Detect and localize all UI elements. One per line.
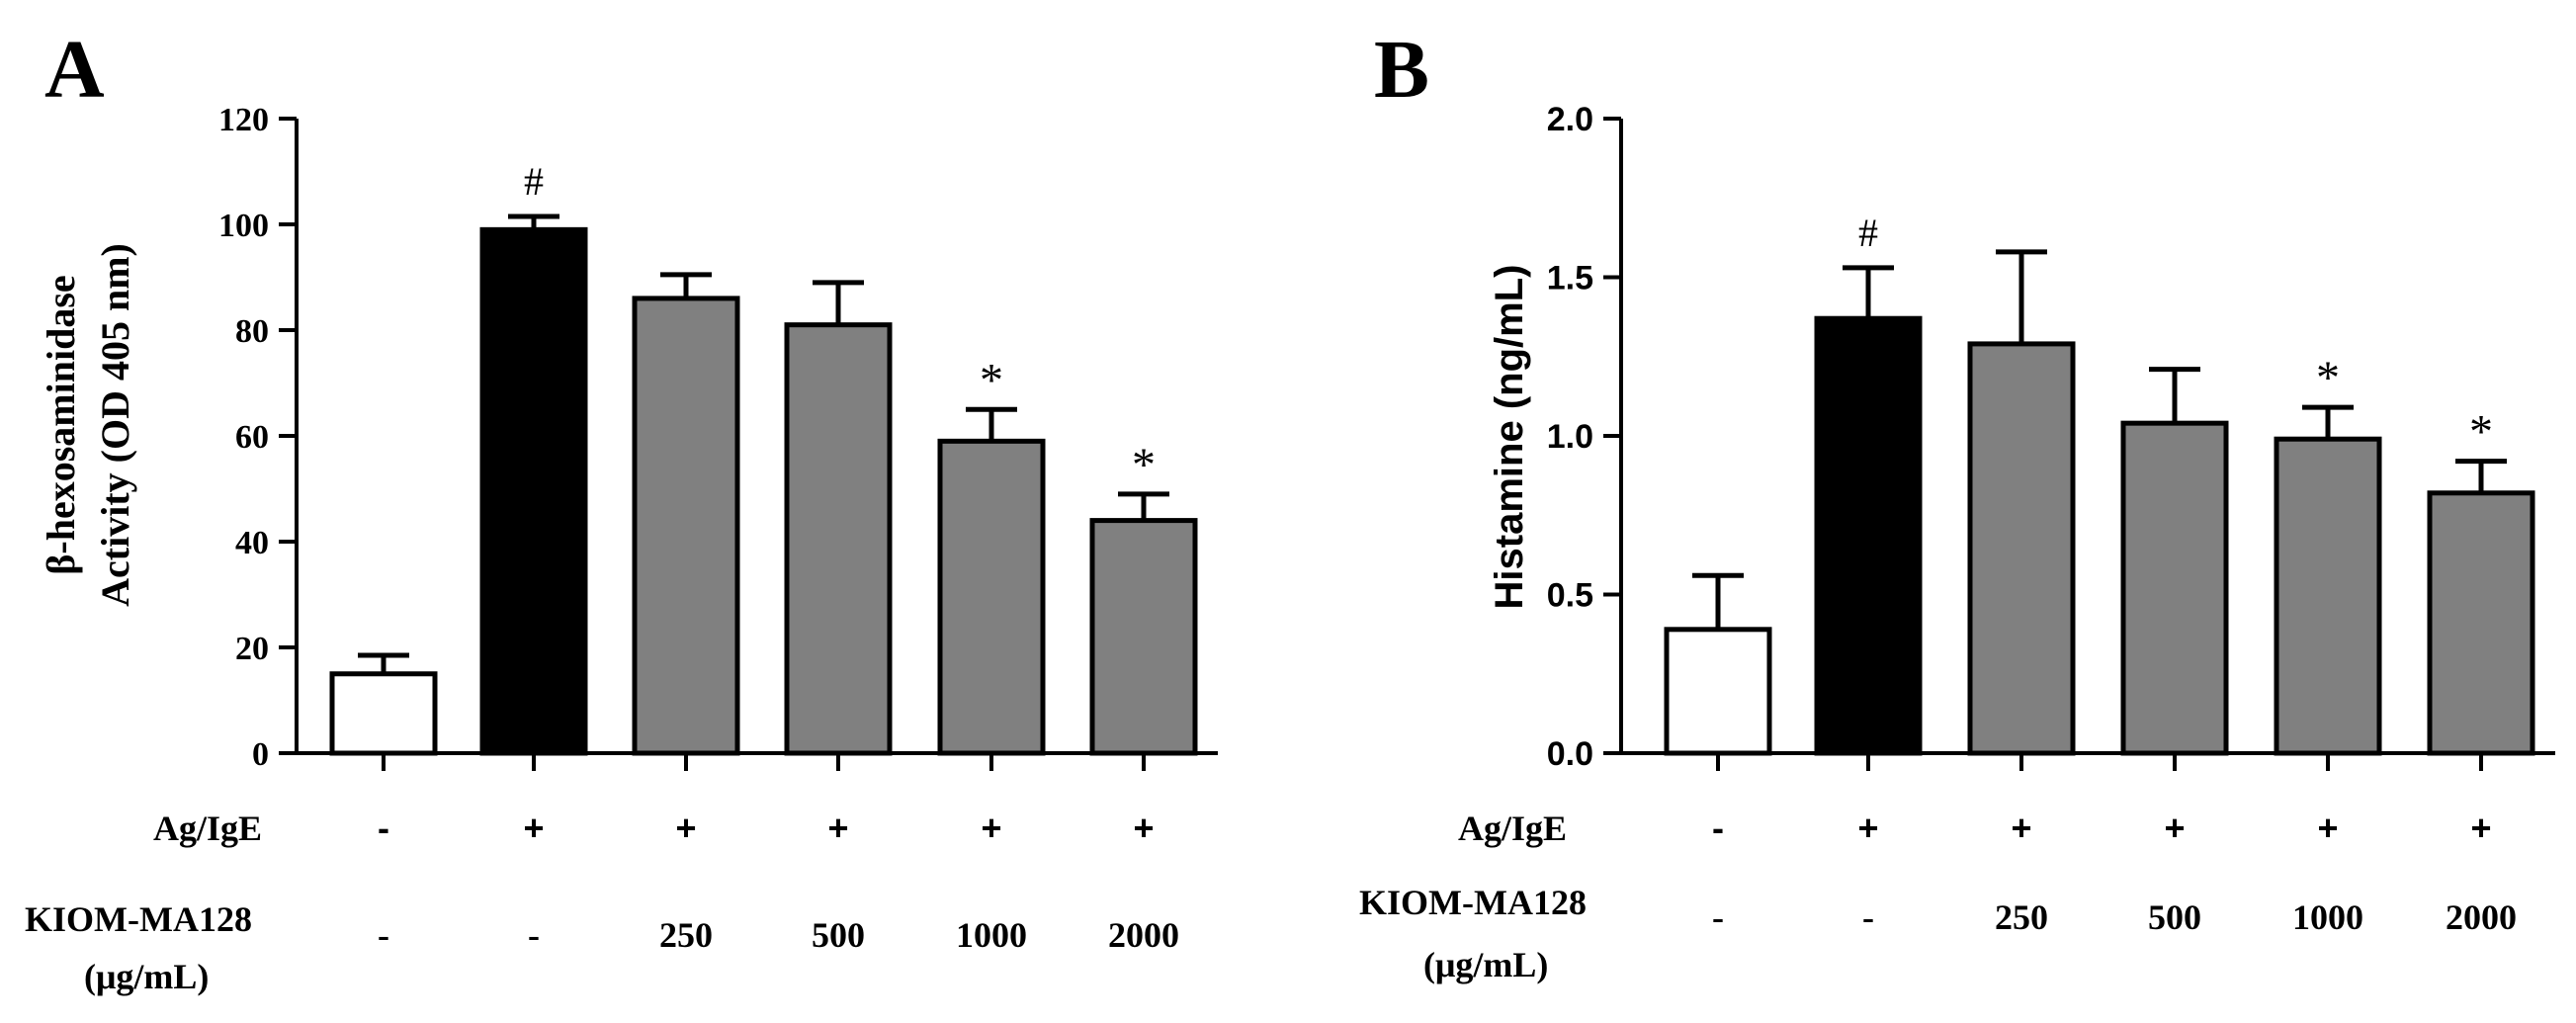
panel-b-row1-label: Ag/IgE — [1458, 809, 1567, 848]
panel-b-letter: B — [1374, 24, 1429, 116]
panel-a-y-tick-label: 20 — [235, 631, 269, 667]
panel-a-row1-cell: - — [378, 808, 389, 848]
panel-b-bar — [2427, 490, 2535, 756]
panel-a-row1-cell: + — [523, 808, 544, 848]
panel-a-letter: A — [44, 24, 105, 116]
panel-a-significance-mark: # — [524, 159, 544, 204]
panel-b-row2-cell: - — [1712, 897, 1724, 937]
panel-a-bar — [1089, 518, 1198, 756]
panel-b-ylabel: Histamine (ng/mL) — [1488, 265, 1531, 610]
panel-b-y-tick-label: 1.5 — [1547, 260, 1593, 298]
panel-a-row1-cell: + — [827, 808, 848, 848]
panel-b-bars: # * * — [1664, 211, 2535, 756]
panel-b-y-tick-label: 0.0 — [1547, 735, 1593, 773]
panel-b-y-tick-label: 2.0 — [1547, 101, 1593, 138]
panel-a-bar — [784, 322, 893, 756]
panel-a-y-tick-label: 120 — [218, 102, 269, 138]
panel-a-y-tick-label: 0 — [252, 736, 269, 773]
panel-b-row2-cell: 500 — [2148, 897, 2201, 937]
panel-a-row2-label-line-2: (μg/mL) — [84, 957, 209, 996]
panel-a-y-tick-label: 80 — [235, 313, 269, 350]
panel-a-bar — [479, 226, 588, 756]
panel-b-significance-mark: # — [1858, 211, 1878, 255]
panel-b-row2-cell: 1000 — [2292, 897, 2363, 937]
panel-a-significance-mark: * — [1132, 439, 1156, 491]
panel-b-row2-label-line-2: (μg/mL) — [1423, 945, 1548, 984]
panel-b-row1-cell: + — [2011, 808, 2031, 848]
panel-b-y-tick-label: 0.5 — [1547, 577, 1593, 615]
panel-a-chart: A β-hexosaminidase Activity (OD 405 nm) … — [25, 24, 1218, 996]
panel-b-row1-cell: + — [1857, 808, 1878, 848]
panel-a-y-tick-label: 40 — [235, 525, 269, 561]
panel-a-row1-label: Ag/IgE — [153, 809, 262, 848]
panel-b-row1-cell: + — [2164, 808, 2185, 848]
panel-b-row2-cell: 2000 — [2446, 897, 2517, 937]
panel-b-bar — [1814, 315, 1923, 756]
panel-a-y-tick-label: 60 — [235, 419, 269, 456]
panel-b-bar — [1664, 627, 1772, 756]
panel-b-row1-cell: + — [2470, 808, 2491, 848]
panel-a-ylabel-line-2: Activity (OD 405 nm) — [93, 243, 137, 607]
panel-a-bar — [937, 438, 1046, 756]
panel-a-row1-cell: + — [981, 808, 1001, 848]
panel-a-row2-cell: - — [378, 915, 389, 955]
panel-a-condition-rows: Ag/IgE KIOM-MA128 (μg/mL) - + + + + + - - 250 500… — [25, 808, 1179, 996]
panel-b-chart: B Histamine (ng/mL) 0.00.51.01.52.0 #** … — [1359, 24, 2555, 984]
panel-b-row1-cell: - — [1712, 808, 1724, 848]
panel-a-row1-cell: + — [1133, 808, 1154, 848]
panel-a-bar — [632, 296, 740, 756]
panel-a-row2-cell: 1000 — [956, 915, 1027, 955]
panel-a-row2-cell: - — [528, 915, 540, 955]
panel-b-significance-mark: * — [2316, 352, 2340, 404]
panel-b-bar — [1967, 341, 2076, 756]
panel-b-row2-cell: - — [1862, 897, 1874, 937]
panel-b-significance-mark: * — [2469, 406, 2493, 459]
panel-b-row2-cell: 250 — [1995, 897, 2048, 937]
panel-b-condition-rows: Ag/IgE KIOM-MA128 (μg/mL) - + + + + + - - 250 500… — [1359, 808, 2517, 984]
panel-a-row2-cell: 500 — [812, 915, 865, 955]
panel-b-bar — [2274, 436, 2382, 756]
panel-a-bars: # * * — [329, 159, 1198, 756]
panel-b-row2-label-line-1: KIOM-MA128 — [1359, 883, 1587, 922]
panel-a-y-tick-label: 100 — [218, 208, 269, 244]
panel-a-bar — [329, 671, 438, 756]
panel-b-axes: 0.0 0.5 1.0 1.5 2.0 — [1547, 101, 2555, 773]
panel-b-row1-cell: + — [2317, 808, 2338, 848]
panel-b-y-tick-label: 1.0 — [1547, 418, 1593, 456]
panel-a-ylabel-line-1: β-hexosaminidase — [39, 275, 83, 574]
panel-a-row2-label-line-1: KIOM-MA128 — [25, 899, 252, 939]
panel-a-significance-mark: * — [980, 354, 1003, 406]
panel-a-row2-cell: 250 — [659, 915, 713, 955]
panel-a-row1-cell: + — [675, 808, 696, 848]
panel-b-bar — [2120, 420, 2229, 756]
panel-a-row2-cell: 2000 — [1108, 915, 1179, 955]
panel-a-axes: 0 20 40 60 80 100 120 — [218, 102, 1218, 773]
